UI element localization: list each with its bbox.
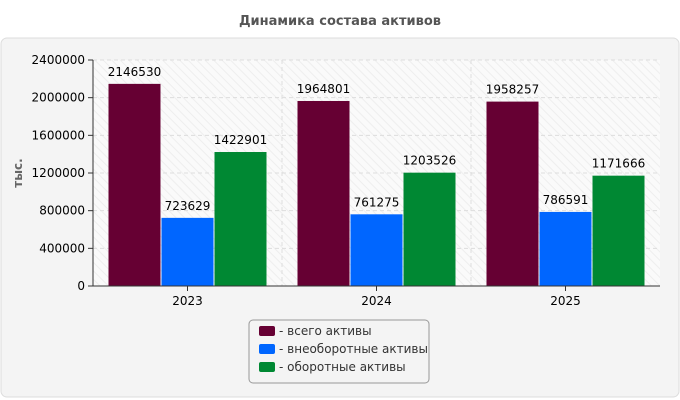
y-tick-label: 1600000	[32, 128, 85, 142]
value-label: 1964801	[297, 82, 350, 96]
value-label: 1171666	[592, 157, 645, 171]
bar	[161, 217, 214, 286]
bar	[297, 100, 350, 287]
y-axis-ticks: 0 400000 800000 1200000 1600000 2000000 240000…	[32, 53, 93, 293]
y-tick-label: 2000000	[32, 91, 85, 105]
x-tick-label: 2025	[550, 294, 581, 308]
bar	[350, 214, 403, 286]
x-tick-label: 2023	[172, 294, 203, 308]
value-label: 786591	[543, 193, 589, 207]
bar	[486, 101, 539, 286]
legend: - всего активы - внеоборотные активы - обо…	[248, 319, 430, 384]
value-label: 2146530	[108, 65, 161, 79]
bar	[539, 211, 592, 286]
value-label: 1958257	[486, 83, 539, 97]
value-label: 723629	[165, 199, 211, 213]
x-tick-label: 2024	[361, 294, 392, 308]
legend-label: - оборотные активы	[279, 360, 406, 374]
value-label: 1203526	[403, 154, 456, 168]
chart-title: Динамика состава активов	[239, 14, 441, 29]
bar	[403, 172, 456, 286]
value-label: 1422901	[214, 133, 267, 147]
y-tick-label: 400000	[39, 241, 85, 255]
bars	[108, 83, 645, 287]
y-tick-label: 0	[77, 279, 85, 293]
value-labels: 2146530 723629 1422901 1964801 761275 1203526…	[108, 65, 645, 213]
x-axis-ticks: 2023 2024 2025	[172, 286, 581, 308]
legend-swatch	[259, 344, 275, 354]
legend-box	[248, 319, 430, 384]
y-tick-label: 2400000	[32, 53, 85, 67]
legend-swatch	[259, 326, 275, 336]
legend-swatch	[259, 362, 275, 372]
bar	[214, 152, 267, 286]
legend-label: - всего активы	[279, 324, 372, 338]
y-tick-label: 800000	[39, 204, 85, 218]
y-axis-label: тыс.	[11, 158, 25, 187]
bar	[592, 175, 645, 286]
bar	[108, 83, 161, 286]
y-tick-label: 1200000	[32, 166, 85, 180]
legend-label: - внеоборотные активы	[279, 342, 428, 356]
value-label: 761275	[354, 195, 400, 209]
